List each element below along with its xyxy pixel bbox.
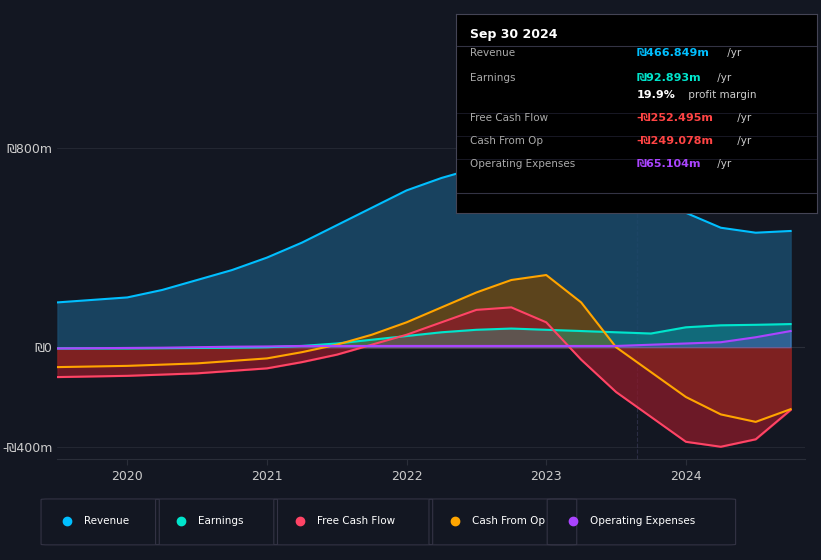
Text: ₪92.893m: ₪92.893m (636, 73, 701, 82)
Text: -₪252.495m: -₪252.495m (636, 113, 713, 123)
Text: Cash From Op: Cash From Op (470, 136, 544, 146)
Text: -₪249.078m: -₪249.078m (636, 136, 713, 146)
Text: /yr: /yr (734, 136, 751, 146)
Text: Free Cash Flow: Free Cash Flow (317, 516, 395, 526)
Text: Sep 30 2024: Sep 30 2024 (470, 28, 557, 41)
Text: Cash From Op: Cash From Op (472, 516, 545, 526)
Text: /yr: /yr (724, 48, 741, 58)
Text: ₪65.104m: ₪65.104m (636, 159, 701, 169)
Text: 19.9%: 19.9% (636, 91, 675, 100)
Text: ₪466.849m: ₪466.849m (636, 48, 709, 58)
Text: /yr: /yr (734, 113, 751, 123)
Text: /yr: /yr (714, 73, 732, 82)
Text: Operating Expenses: Operating Expenses (470, 159, 576, 169)
Text: Revenue: Revenue (470, 48, 516, 58)
Text: /yr: /yr (714, 159, 732, 169)
Text: Free Cash Flow: Free Cash Flow (470, 113, 548, 123)
Text: Earnings: Earnings (199, 516, 244, 526)
Text: Revenue: Revenue (84, 516, 129, 526)
Text: Operating Expenses: Operating Expenses (590, 516, 695, 526)
Text: profit margin: profit margin (685, 91, 756, 100)
Text: Earnings: Earnings (470, 73, 516, 82)
